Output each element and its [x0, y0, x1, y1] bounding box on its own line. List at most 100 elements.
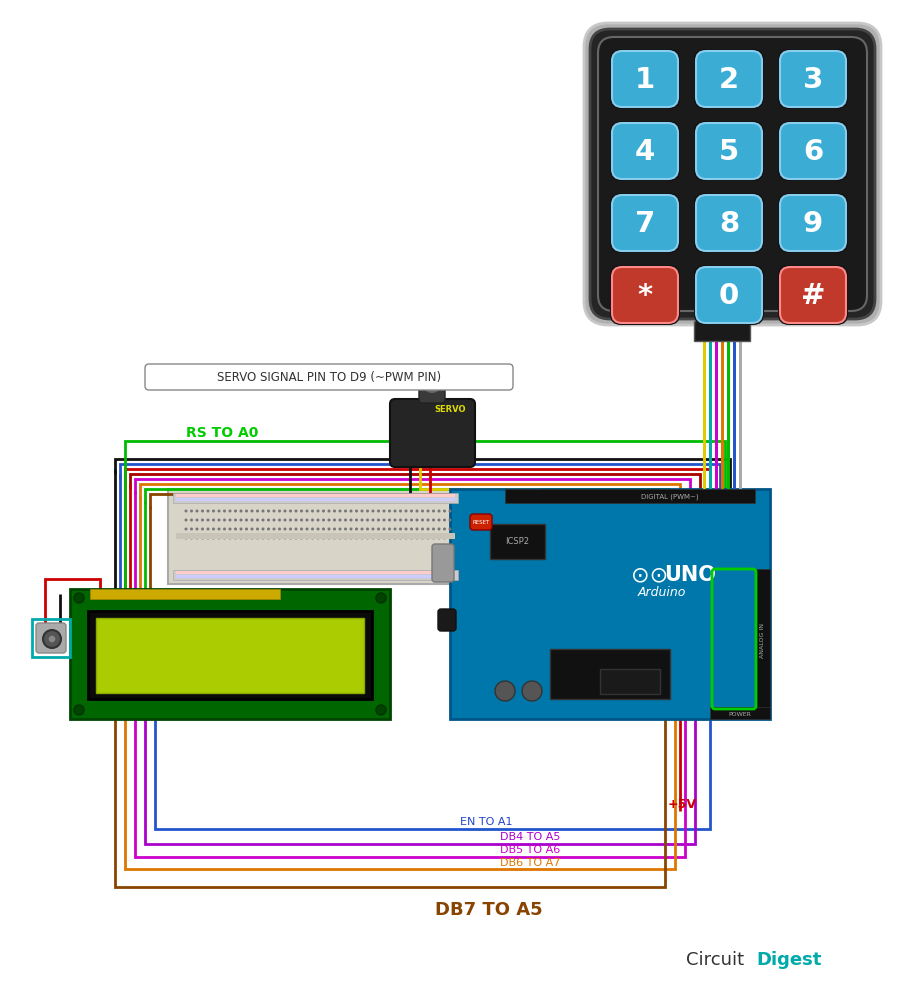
- Circle shape: [234, 510, 237, 513]
- Circle shape: [206, 519, 210, 522]
- Bar: [88, 611, 372, 699]
- Circle shape: [427, 510, 429, 513]
- FancyBboxPatch shape: [612, 124, 678, 179]
- Circle shape: [289, 528, 292, 531]
- Circle shape: [421, 519, 424, 522]
- Circle shape: [355, 537, 358, 540]
- Text: 3: 3: [803, 66, 824, 94]
- Circle shape: [382, 510, 385, 513]
- FancyBboxPatch shape: [610, 194, 680, 253]
- Circle shape: [195, 519, 199, 522]
- Circle shape: [250, 510, 254, 513]
- Circle shape: [410, 537, 413, 540]
- Circle shape: [427, 537, 429, 540]
- Circle shape: [393, 528, 397, 531]
- Circle shape: [300, 519, 303, 522]
- Circle shape: [273, 519, 275, 522]
- Circle shape: [273, 528, 275, 531]
- Circle shape: [349, 528, 353, 531]
- Circle shape: [376, 594, 386, 603]
- FancyBboxPatch shape: [694, 50, 764, 109]
- FancyBboxPatch shape: [780, 268, 846, 323]
- Bar: [90, 590, 280, 599]
- Circle shape: [267, 537, 270, 540]
- Circle shape: [262, 519, 265, 522]
- Circle shape: [399, 519, 402, 522]
- Circle shape: [294, 519, 298, 522]
- Circle shape: [333, 528, 336, 531]
- Circle shape: [284, 528, 286, 531]
- Circle shape: [443, 537, 446, 540]
- Circle shape: [349, 510, 353, 513]
- Circle shape: [377, 519, 380, 522]
- Circle shape: [223, 519, 226, 522]
- Circle shape: [305, 519, 309, 522]
- Text: UNO: UNO: [664, 564, 716, 585]
- Bar: [450, 489, 770, 719]
- Circle shape: [522, 681, 542, 701]
- Text: Digest: Digest: [756, 951, 822, 968]
- Text: SERVO: SERVO: [434, 405, 466, 414]
- Circle shape: [245, 510, 248, 513]
- FancyBboxPatch shape: [390, 399, 475, 467]
- FancyBboxPatch shape: [419, 387, 445, 403]
- Circle shape: [294, 510, 298, 513]
- Circle shape: [355, 528, 358, 531]
- Circle shape: [495, 681, 515, 701]
- Circle shape: [245, 528, 248, 531]
- Circle shape: [278, 537, 281, 540]
- Text: RS TO A0: RS TO A0: [186, 426, 258, 440]
- Bar: [550, 650, 670, 699]
- Text: DIGITAL (PWM~): DIGITAL (PWM~): [641, 493, 698, 500]
- Circle shape: [300, 528, 303, 531]
- Circle shape: [273, 510, 275, 513]
- Circle shape: [305, 528, 309, 531]
- Bar: [176, 495, 455, 498]
- Text: ICSP2: ICSP2: [505, 537, 529, 546]
- Circle shape: [427, 519, 429, 522]
- Circle shape: [256, 519, 259, 522]
- Circle shape: [361, 537, 364, 540]
- Circle shape: [262, 510, 265, 513]
- Circle shape: [284, 537, 286, 540]
- Circle shape: [448, 537, 452, 540]
- FancyBboxPatch shape: [694, 122, 764, 181]
- Circle shape: [432, 537, 435, 540]
- Circle shape: [294, 537, 298, 540]
- FancyBboxPatch shape: [145, 365, 513, 390]
- Text: DB6 TO A7: DB6 TO A7: [500, 857, 561, 867]
- Circle shape: [239, 510, 242, 513]
- Circle shape: [190, 528, 193, 531]
- Circle shape: [206, 528, 210, 531]
- Text: ANALOG IN: ANALOG IN: [760, 622, 766, 657]
- Circle shape: [317, 528, 319, 531]
- Circle shape: [223, 537, 226, 540]
- Circle shape: [416, 510, 418, 513]
- Circle shape: [372, 519, 374, 522]
- Circle shape: [366, 528, 369, 531]
- Circle shape: [404, 528, 408, 531]
- Text: DB7 TO A5: DB7 TO A5: [435, 900, 543, 918]
- Text: DB4 TO A5: DB4 TO A5: [500, 831, 561, 841]
- FancyBboxPatch shape: [696, 124, 762, 179]
- FancyBboxPatch shape: [590, 30, 875, 319]
- Circle shape: [190, 510, 193, 513]
- Circle shape: [234, 519, 237, 522]
- Circle shape: [432, 528, 435, 531]
- Circle shape: [366, 510, 369, 513]
- Circle shape: [448, 510, 452, 513]
- Circle shape: [344, 510, 347, 513]
- Text: #: #: [801, 282, 825, 310]
- Text: DB5 TO A6: DB5 TO A6: [500, 844, 560, 854]
- Circle shape: [349, 519, 353, 522]
- Circle shape: [300, 510, 303, 513]
- Circle shape: [328, 528, 330, 531]
- Circle shape: [393, 537, 397, 540]
- Text: EN TO A1: EN TO A1: [460, 816, 512, 826]
- Circle shape: [399, 528, 402, 531]
- Circle shape: [372, 528, 374, 531]
- Circle shape: [416, 519, 418, 522]
- Circle shape: [393, 519, 397, 522]
- Circle shape: [300, 537, 303, 540]
- FancyBboxPatch shape: [612, 268, 678, 323]
